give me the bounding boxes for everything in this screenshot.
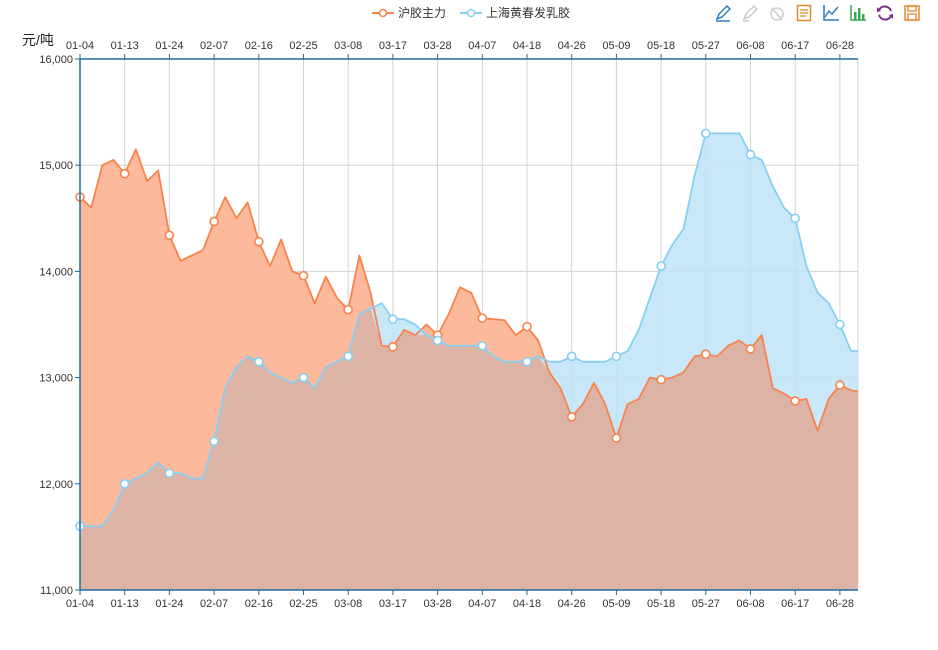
data-point (656, 374, 666, 385)
legend-item-series-b[interactable]: 上海黄春发乳胶 (460, 4, 570, 21)
data-point (611, 351, 622, 362)
x-tick-label-bottom: 06-08 (736, 598, 764, 610)
x-tick-label-bottom: 01-13 (111, 598, 139, 610)
x-tick-label-top: 02-25 (289, 40, 317, 52)
data-view-icon[interactable] (794, 3, 814, 23)
x-tick-label-bottom: 04-26 (558, 598, 586, 610)
data-point (700, 128, 711, 139)
data-point (119, 478, 130, 489)
x-tick-label-bottom: 05-18 (647, 598, 675, 610)
y-tick-label: 13,000 (39, 373, 73, 385)
x-tick-label-top: 02-07 (200, 40, 228, 52)
x-tick-label-bottom: 06-28 (826, 598, 854, 610)
legend: 沪胶主力 上海黄春发乳胶 (372, 4, 570, 21)
data-point (566, 351, 577, 362)
x-tick-label-top: 01-04 (66, 40, 94, 52)
x-tick-label-top: 04-26 (558, 40, 586, 52)
y-tick-label: 11,000 (40, 585, 73, 597)
x-tick-label-top: 03-08 (334, 40, 362, 52)
legend-label-series-a: 沪胶主力 (398, 6, 447, 20)
data-point (566, 412, 577, 422)
x-tick-label-bottom: 02-07 (200, 598, 228, 610)
x-tick-label-bottom: 06-17 (781, 598, 809, 610)
markers-series-a (75, 168, 845, 443)
y-tick-label: 14,000 (39, 266, 73, 278)
x-tick-label-bottom: 02-25 (289, 598, 317, 610)
data-point (477, 340, 488, 351)
line-series-a (79, 148, 858, 440)
mark-undo-icon[interactable] (740, 3, 760, 23)
x-tick-label-bottom: 02-16 (245, 598, 273, 610)
x-tick-label-top: 03-17 (379, 40, 407, 52)
data-point (835, 319, 845, 330)
x-tick-label-bottom: 03-17 (379, 598, 407, 610)
x-tick-label-top: 06-17 (781, 40, 809, 52)
restore-icon[interactable] (875, 3, 895, 23)
data-point (745, 344, 756, 354)
x-tick-label-top: 04-07 (468, 40, 496, 52)
x-tick-label-top: 05-18 (647, 40, 675, 52)
legend-swatch-series-b (460, 8, 483, 17)
x-tick-label-top: 02-16 (245, 40, 273, 52)
x-tick-label-bottom: 04-18 (513, 598, 541, 610)
data-point (253, 356, 264, 367)
y-axis-title: 元/吨 (22, 32, 54, 48)
data-point (522, 321, 532, 332)
y-tick-label: 12,000 (39, 479, 73, 491)
data-point (388, 314, 398, 324)
x-tick-label-bottom: 03-28 (424, 598, 452, 610)
data-point (790, 213, 801, 224)
save-image-icon[interactable] (902, 3, 922, 23)
data-point (209, 436, 219, 447)
data-point (343, 304, 354, 315)
data-point (790, 396, 801, 406)
data-point (656, 261, 666, 271)
x-tick-label-bottom: 04-07 (468, 598, 496, 610)
data-point (298, 270, 309, 281)
x-tick-label-bottom: 03-08 (334, 598, 362, 610)
data-point (388, 342, 398, 352)
x-tick-label-bottom: 05-09 (602, 598, 630, 610)
area-overlap (80, 308, 858, 590)
mark-icon[interactable] (713, 3, 733, 23)
data-point (298, 372, 309, 383)
bar-chart-icon[interactable] (848, 3, 868, 23)
x-tick-label-bottom: 01-04 (66, 598, 94, 610)
x-tick-label-top: 06-08 (736, 40, 764, 52)
data-point (209, 216, 219, 227)
data-point (432, 335, 443, 346)
x-tick-label-top: 01-13 (111, 40, 139, 52)
markers-series-b (75, 128, 845, 532)
data-point (835, 380, 845, 390)
x-tick-label-top: 01-24 (155, 40, 183, 52)
x-tick-label-bottom: 05-27 (692, 598, 720, 610)
data-point (164, 230, 175, 241)
data-point (119, 168, 130, 179)
data-point (745, 149, 756, 160)
data-point (477, 313, 488, 323)
x-tick-label-top: 05-27 (692, 40, 720, 52)
mark-clear-icon[interactable] (767, 3, 787, 23)
y-tick-label: 16,000 (39, 54, 73, 66)
x-tick-label-top: 04-18 (513, 40, 541, 52)
data-point (164, 468, 175, 478)
data-point (611, 433, 622, 443)
line-chart-icon[interactable] (821, 3, 841, 23)
line-series-b (80, 132, 858, 528)
legend-swatch-series-a (372, 8, 394, 17)
toolbox (713, 3, 922, 23)
x-tick-label-top: 05-09 (602, 40, 630, 52)
x-tick-label-top: 06-28 (826, 40, 854, 52)
legend-label-series-b: 上海黄春发乳胶 (486, 6, 571, 20)
data-point (522, 356, 532, 367)
data-point (253, 236, 264, 247)
data-point (700, 349, 711, 360)
x-tick-label-top: 03-28 (424, 40, 452, 52)
data-point (343, 351, 354, 362)
x-tick-label-bottom: 01-24 (155, 598, 183, 610)
y-tick-label: 15,000 (39, 160, 73, 172)
legend-item-series-a[interactable]: 沪胶主力 (372, 4, 446, 21)
